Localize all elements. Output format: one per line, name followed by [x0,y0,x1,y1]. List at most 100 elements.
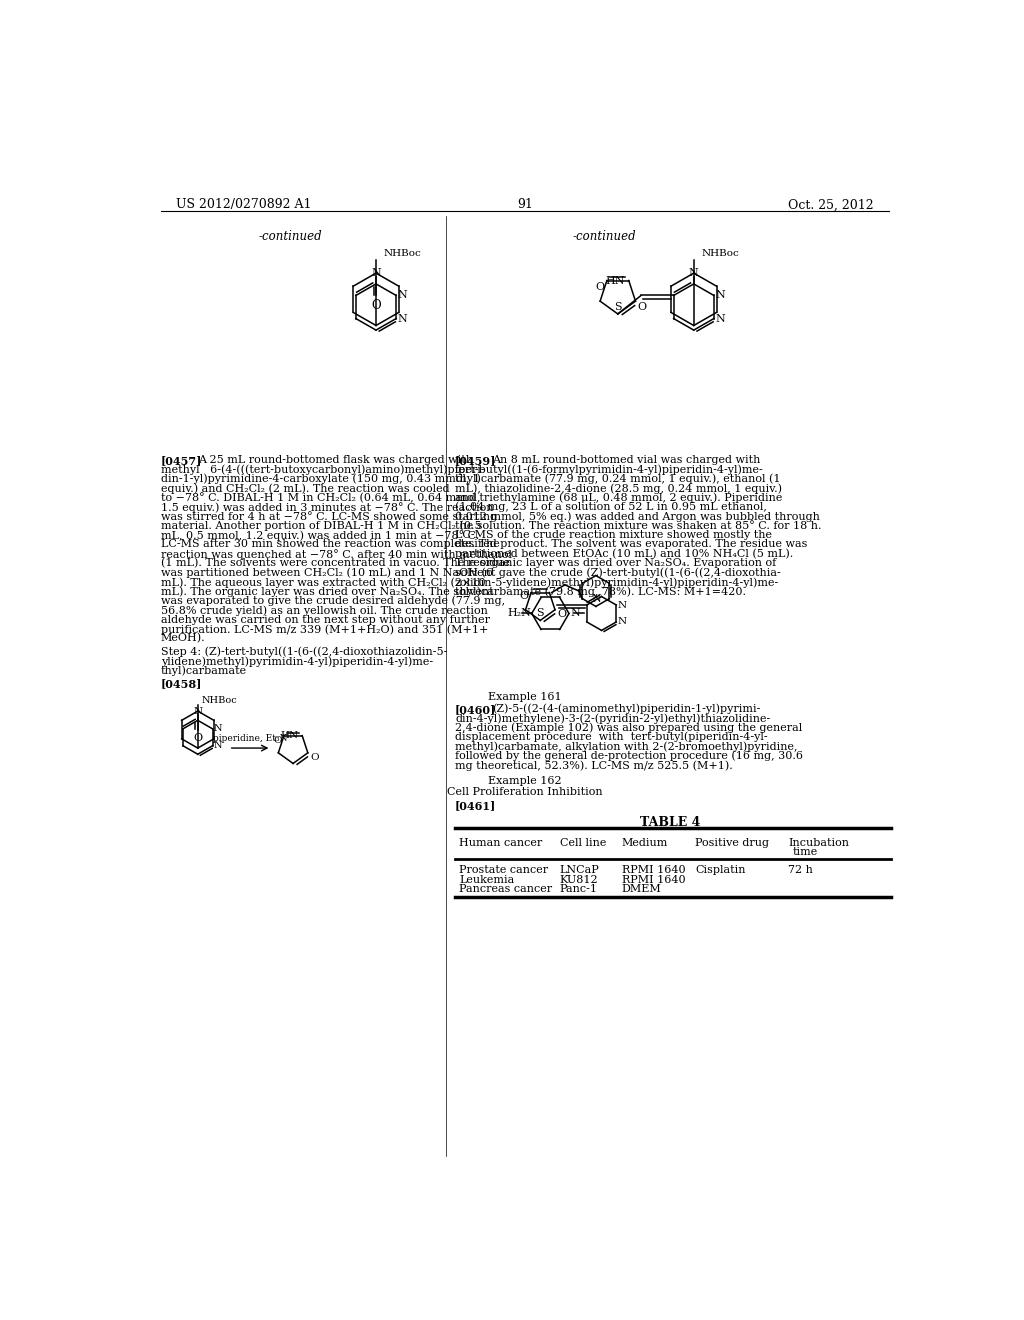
Text: 2,4-dione (Example 102) was also prepared using the general: 2,4-dione (Example 102) was also prepare… [455,722,802,733]
Text: O: O [595,281,604,292]
Text: N: N [570,609,581,619]
Text: A 25 mL round-bottomed flask was charged with: A 25 mL round-bottomed flask was charged… [198,455,473,465]
Text: N: N [371,268,381,279]
Text: partitioned between EtOAc (10 mL) and 10% NH₄Cl (5 mL).: partitioned between EtOAc (10 mL) and 10… [455,549,794,560]
Text: Cell line: Cell line [560,838,606,847]
Text: RPMI 1640: RPMI 1640 [622,875,685,884]
Text: (1.04 mg, 23 L of a solution of 52 L in 0.95 mL ethanol,: (1.04 mg, 23 L of a solution of 52 L in … [455,502,767,512]
Text: LC-MS after 30 min showed the reaction was complete. The: LC-MS after 30 min showed the reaction w… [161,540,500,549]
Text: mL), thiazolidine-2,4-dione (28.5 mg, 0.24 mmol, 1 equiv.): mL), thiazolidine-2,4-dione (28.5 mg, 0.… [455,483,782,494]
Text: Medium: Medium [622,838,668,847]
Text: S: S [537,609,544,618]
Text: N: N [591,594,601,605]
Text: HN: HN [605,276,625,285]
Text: Leukemia: Leukemia [459,875,514,884]
Text: O: O [194,733,203,743]
Text: LC-MS of the crude reaction mixture showed mostly the: LC-MS of the crude reaction mixture show… [455,531,772,540]
Text: (Z)-5-((2-(4-(aminomethyl)piperidin-1-yl)pyrimi-: (Z)-5-((2-(4-(aminomethyl)piperidin-1-yl… [493,704,761,714]
Text: 1.5 equiv.) was added in 3 minutes at −78° C. The reaction: 1.5 equiv.) was added in 3 minutes at −7… [161,502,493,512]
Text: mg theoretical, 52.3%). LC-MS m/z 525.5 (M+1).: mg theoretical, 52.3%). LC-MS m/z 525.5 … [455,760,733,771]
Text: time: time [793,847,817,857]
Text: An 8 mL round-bottomed vial was charged with: An 8 mL round-bottomed vial was charged … [493,455,761,465]
Text: N: N [617,618,627,627]
Text: N: N [716,314,725,323]
Text: zolidin-5-ylidene)methyl)pyrimidin-4-yl)piperidin-4-yl)me-: zolidin-5-ylidene)methyl)pyrimidin-4-yl)… [455,577,779,587]
Text: was evaporated to give the crude desired aldehyde (77.9 mg,: was evaporated to give the crude desired… [161,595,505,606]
Text: Human cancer: Human cancer [459,838,542,847]
Text: The organic layer was dried over Na₂SO₄. Evaporation of: The organic layer was dried over Na₂SO₄.… [455,558,776,568]
Text: O: O [273,735,282,744]
Text: din-4-yl)methylene)-3-(2-(pyridin-2-yl)ethyl)thiazolidine-: din-4-yl)methylene)-3-(2-(pyridin-2-yl)e… [455,713,770,723]
Text: RPMI 1640: RPMI 1640 [622,866,685,875]
Text: methyl)carbamate, alkylation with 2-(2-bromoethyl)pyridine,: methyl)carbamate, alkylation with 2-(2-b… [455,742,798,752]
Text: [0460]: [0460] [455,704,497,714]
Text: Example 161: Example 161 [488,692,561,702]
Text: O: O [520,591,528,602]
Text: mL). The aqueous layer was extracted with CH₂Cl₂ (2×10: mL). The aqueous layer was extracted wit… [161,577,485,587]
Text: equiv.) and CH₂Cl₂ (2 mL). The reaction was cooled: equiv.) and CH₂Cl₂ (2 mL). The reaction … [161,483,450,494]
Text: the solution. The reaction mixture was shaken at 85° C. for 18 h.: the solution. The reaction mixture was s… [455,520,821,531]
Text: HN: HN [281,731,299,741]
Text: LNCaP: LNCaP [560,866,599,875]
Text: Cisplatin: Cisplatin [695,866,745,875]
Text: [0457]: [0457] [161,455,202,466]
Text: aldehyde was carried on the next step without any further: aldehyde was carried on the next step wi… [161,615,489,624]
Text: thyl)carbamate (79.8 mg, 78%). LC-MS: M+1=420.: thyl)carbamate (79.8 mg, 78%). LC-MS: M+… [455,586,746,597]
Text: -continued: -continued [259,230,323,243]
Text: N: N [397,314,408,323]
Text: solvent gave the crude (Z)-tert-butyl((1-(6-((2,4-dioxothia-: solvent gave the crude (Z)-tert-butyl((1… [455,568,780,578]
Text: purification. LC-MS m/z 339 (M+1+H₂O) and 351 (M+1+: purification. LC-MS m/z 339 (M+1+H₂O) an… [161,624,487,635]
Text: thyl)carbamate: thyl)carbamate [161,665,247,676]
Text: displacement procedure  with  tert-butyl(piperidin-4-yl-: displacement procedure with tert-butyl(p… [455,731,768,742]
Text: N: N [213,725,222,734]
Text: to −78° C. DIBAL-H 1 M in CH₂Cl₂ (0.64 mL, 0.64 mmol,: to −78° C. DIBAL-H 1 M in CH₂Cl₂ (0.64 m… [161,492,480,503]
Text: reaction was quenched at −78° C. after 40 min with methanol: reaction was quenched at −78° C. after 4… [161,549,512,560]
Text: [0461]: [0461] [455,801,497,812]
Text: piperidine, Et₃N: piperidine, Et₃N [213,734,288,743]
Text: N: N [213,742,222,750]
Text: was stirred for 4 h at −78° C. LC-MS showed some starting: was stirred for 4 h at −78° C. LC-MS sho… [161,511,497,523]
Text: Example 162: Example 162 [488,776,561,785]
Text: Step 4: (Z)-tert-butyl((1-(6-((2,4-dioxothiazolidin-5-: Step 4: (Z)-tert-butyl((1-(6-((2,4-dioxo… [161,647,446,657]
Text: desired product. The solvent was evaporated. The residue was: desired product. The solvent was evapora… [455,540,808,549]
Text: N: N [397,290,408,301]
Text: mL, 0.5 mmol, 1.2 equiv.) was added in 1 min at −78° C.: mL, 0.5 mmol, 1.2 equiv.) was added in 1… [161,531,479,541]
Text: Incubation: Incubation [788,838,849,847]
Text: tert-butyl((1-(6-formylpyrimidin-4-yl)piperidin-4-yl)me-: tert-butyl((1-(6-formylpyrimidin-4-yl)pi… [455,465,764,475]
Text: 0.012 mmol, 5% eq.) was added and Argon was bubbled through: 0.012 mmol, 5% eq.) was added and Argon … [455,511,820,521]
Text: NHBoc: NHBoc [202,696,238,705]
Text: Oct. 25, 2012: Oct. 25, 2012 [787,198,873,211]
Text: O: O [638,302,647,313]
Text: Panc-1: Panc-1 [560,884,598,894]
Text: methyl   6-(4-(((tert-butoxycarbonyl)amino)methyl)piperi-: methyl 6-(4-(((tert-butoxycarbonyl)amino… [161,465,484,475]
Text: followed by the general de-protection procedure (16 mg, 30.6: followed by the general de-protection pr… [455,751,803,762]
Text: thyl)carbamate (77.9 mg, 0.24 mmol, 1 equiv.), ethanol (1: thyl)carbamate (77.9 mg, 0.24 mmol, 1 eq… [455,474,780,484]
Text: din-1-yl)pyrimidine-4-carboxylate (150 mg, 0.43 mmol, 1: din-1-yl)pyrimidine-4-carboxylate (150 m… [161,474,479,484]
Text: (1 mL). The solvents were concentrated in vacuo. The residue: (1 mL). The solvents were concentrated i… [161,558,509,569]
Text: N: N [194,706,203,715]
Text: Cell Proliferation Inhibition: Cell Proliferation Inhibition [447,787,602,797]
Text: [0459]: [0459] [455,455,497,466]
Text: N: N [716,290,725,301]
Text: S: S [614,302,622,312]
Text: 72 h: 72 h [788,866,813,875]
Text: 56.8% crude yield) as an yellowish oil. The crude reaction: 56.8% crude yield) as an yellowish oil. … [161,605,487,615]
Text: NHBoc: NHBoc [384,249,422,259]
Text: was partitioned between CH₂Cl₂ (10 mL) and 1 N NaOH (6: was partitioned between CH₂Cl₂ (10 mL) a… [161,568,493,578]
Text: NHBoc: NHBoc [701,249,739,259]
Text: N: N [617,601,627,610]
Text: O: O [310,752,318,762]
Text: N: N [689,268,698,279]
Text: DMEM: DMEM [622,884,662,894]
Text: US 2012/0270892 A1: US 2012/0270892 A1 [176,198,311,211]
Text: O: O [557,609,566,619]
Text: mL). The organic layer was dried over Na₂SO₄. The solvent: mL). The organic layer was dried over Na… [161,586,494,597]
Text: O: O [371,300,381,313]
Text: ylidene)methyl)pyrimidin-4-yl)piperidin-4-yl)me-: ylidene)methyl)pyrimidin-4-yl)piperidin-… [161,656,433,667]
Text: MeOH).: MeOH). [161,634,205,644]
Text: Positive drug: Positive drug [695,838,769,847]
Text: -continued: -continued [572,230,637,243]
Text: and triethylamine (68 μL, 0.48 mmol, 2 equiv.). Piperidine: and triethylamine (68 μL, 0.48 mmol, 2 e… [455,492,782,503]
Text: Prostate cancer: Prostate cancer [459,866,548,875]
Text: H₂N: H₂N [508,609,531,619]
